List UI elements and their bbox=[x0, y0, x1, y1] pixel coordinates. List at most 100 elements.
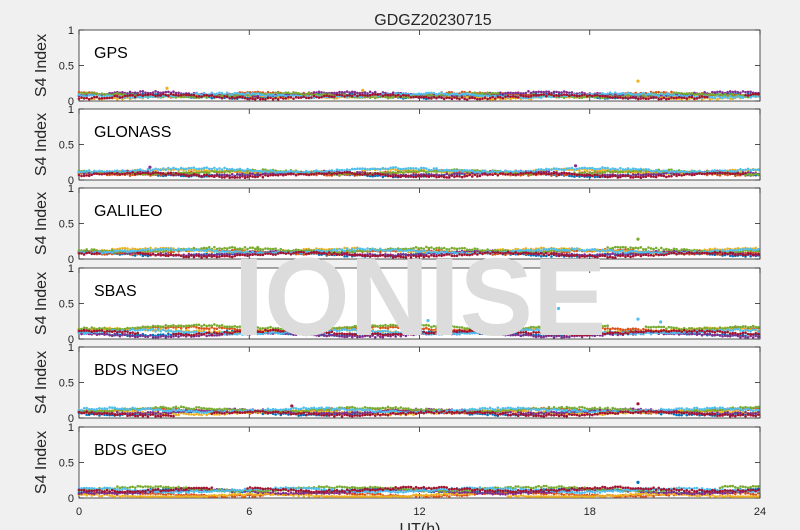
data-point bbox=[685, 97, 689, 100]
data-point bbox=[470, 169, 474, 173]
data-point bbox=[87, 91, 91, 94]
data-point bbox=[320, 91, 323, 94]
data-point bbox=[588, 166, 592, 170]
data-point bbox=[361, 93, 364, 97]
data-point bbox=[85, 169, 88, 173]
data-point bbox=[606, 252, 609, 256]
data-point bbox=[113, 96, 117, 100]
data-point bbox=[103, 93, 106, 96]
data-point bbox=[146, 96, 150, 99]
data-point bbox=[611, 170, 615, 174]
data-point bbox=[450, 169, 454, 173]
data-point bbox=[90, 173, 94, 177]
data-point bbox=[312, 173, 316, 176]
data-point bbox=[639, 246, 643, 249]
data-point bbox=[455, 169, 459, 173]
data-point bbox=[723, 172, 727, 175]
data-point bbox=[547, 95, 551, 98]
data-point bbox=[619, 166, 622, 170]
data-point bbox=[302, 95, 306, 98]
data-point bbox=[601, 94, 604, 98]
data-point bbox=[128, 93, 132, 97]
data-point bbox=[440, 96, 443, 100]
data-point bbox=[557, 91, 561, 94]
data-point bbox=[504, 97, 507, 101]
data-point bbox=[427, 94, 431, 98]
data-point bbox=[721, 91, 724, 94]
data-point bbox=[665, 92, 668, 96]
data-point bbox=[642, 175, 645, 178]
data-point bbox=[504, 95, 507, 99]
data-point bbox=[169, 167, 173, 171]
data-point bbox=[511, 95, 515, 98]
data-point bbox=[90, 248, 94, 251]
data-point bbox=[654, 168, 658, 172]
data-point bbox=[432, 174, 436, 178]
data-point bbox=[442, 97, 446, 101]
data-point bbox=[246, 97, 249, 101]
data-point bbox=[213, 166, 216, 170]
data-point bbox=[455, 172, 459, 176]
data-point bbox=[338, 90, 341, 94]
data-point bbox=[419, 96, 423, 99]
data-point bbox=[430, 91, 433, 95]
data-point bbox=[304, 96, 308, 100]
data-point bbox=[386, 170, 390, 174]
data-point bbox=[481, 94, 484, 97]
data-point bbox=[330, 91, 334, 95]
data-point bbox=[292, 172, 295, 176]
data-point bbox=[241, 175, 244, 178]
data-point bbox=[340, 171, 344, 175]
data-point bbox=[297, 170, 300, 174]
data-point bbox=[366, 173, 369, 176]
data-point bbox=[271, 97, 275, 101]
data-point bbox=[368, 167, 372, 171]
data-point bbox=[550, 95, 553, 99]
data-point bbox=[619, 246, 622, 249]
data-point bbox=[182, 93, 185, 96]
data-point bbox=[80, 96, 83, 99]
data-point bbox=[93, 169, 96, 173]
data-point bbox=[603, 94, 607, 98]
data-point bbox=[223, 173, 226, 177]
data-point bbox=[200, 167, 203, 171]
data-point bbox=[754, 172, 758, 176]
data-point bbox=[174, 167, 178, 171]
data-point bbox=[425, 170, 428, 174]
data-point bbox=[80, 174, 83, 178]
data-point bbox=[716, 90, 719, 94]
data-point bbox=[539, 90, 543, 94]
data-point bbox=[312, 169, 316, 173]
data-point bbox=[381, 91, 385, 94]
y-axis-label: S4 Index bbox=[33, 192, 50, 255]
data-point bbox=[731, 93, 735, 96]
panel-axes bbox=[78, 29, 761, 102]
data-point bbox=[248, 93, 252, 97]
data-point bbox=[672, 173, 676, 176]
data-point bbox=[210, 91, 214, 95]
data-point bbox=[282, 170, 285, 174]
data-point bbox=[430, 174, 433, 178]
data-point bbox=[636, 168, 640, 171]
data-point bbox=[350, 167, 354, 171]
data-point bbox=[218, 247, 221, 250]
data-point bbox=[711, 96, 714, 99]
data-point bbox=[522, 94, 525, 98]
data-point bbox=[591, 166, 594, 170]
data-point bbox=[685, 172, 689, 176]
data-point bbox=[307, 170, 311, 174]
data-point bbox=[435, 175, 438, 179]
data-point bbox=[741, 172, 745, 176]
data-point bbox=[85, 248, 88, 251]
data-point bbox=[680, 92, 683, 95]
data-point bbox=[238, 167, 242, 171]
data-point bbox=[394, 166, 397, 169]
data-point bbox=[534, 169, 538, 172]
y-tick-label: 1 bbox=[68, 183, 74, 195]
data-point bbox=[493, 92, 497, 95]
data-point bbox=[552, 94, 556, 98]
data-point bbox=[465, 95, 469, 98]
data-point bbox=[205, 247, 208, 250]
data-point bbox=[205, 166, 208, 169]
data-point bbox=[601, 174, 604, 177]
